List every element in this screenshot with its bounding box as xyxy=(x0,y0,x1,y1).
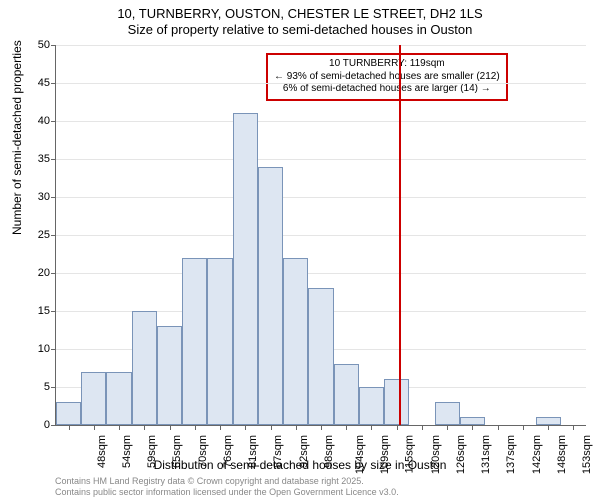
y-tick-mark xyxy=(51,121,56,122)
x-tick-mark xyxy=(296,425,297,430)
histogram-bar xyxy=(132,311,157,425)
footer-line2: Contains public sector information licen… xyxy=(55,487,399,497)
x-tick-mark xyxy=(371,425,372,430)
histogram-bar xyxy=(207,258,232,425)
x-tick-mark xyxy=(170,425,171,430)
y-tick-label: 0 xyxy=(44,419,50,431)
gridline xyxy=(56,121,586,122)
y-tick-mark xyxy=(51,387,56,388)
histogram-bar xyxy=(384,379,409,425)
x-tick-mark xyxy=(321,425,322,430)
marker-line xyxy=(399,45,401,425)
histogram-bar xyxy=(157,326,182,425)
gridline xyxy=(56,83,586,84)
y-tick-mark xyxy=(51,197,56,198)
y-tick-mark xyxy=(51,83,56,84)
y-tick-mark xyxy=(51,159,56,160)
histogram-bar xyxy=(359,387,384,425)
x-tick-mark xyxy=(472,425,473,430)
histogram-bar xyxy=(283,258,308,425)
y-tick-label: 25 xyxy=(38,229,50,241)
histogram-bar xyxy=(182,258,207,425)
histogram-bar xyxy=(536,417,561,425)
y-tick-label: 45 xyxy=(38,77,50,89)
y-tick-mark xyxy=(51,311,56,312)
y-tick-label: 20 xyxy=(38,267,50,279)
y-tick-label: 50 xyxy=(38,39,50,51)
annotation-box: 10 TURNBERRY: 119sqm ← 93% of semi-detac… xyxy=(266,53,508,101)
annotation-line3: 6% of semi-detached houses are larger (1… xyxy=(274,83,500,96)
x-tick-mark xyxy=(498,425,499,430)
y-tick-mark xyxy=(51,349,56,350)
y-axis-label: Number of semi-detached properties xyxy=(10,40,24,235)
x-tick-mark xyxy=(548,425,549,430)
chart-container: 10, TURNBERRY, OUSTON, CHESTER LE STREET… xyxy=(0,0,600,500)
x-axis-label: Distribution of semi-detached houses by … xyxy=(0,458,600,472)
x-tick-mark xyxy=(346,425,347,430)
histogram-bar xyxy=(334,364,359,425)
y-tick-label: 35 xyxy=(38,153,50,165)
histogram-bar xyxy=(308,288,333,425)
y-tick-mark xyxy=(51,273,56,274)
x-tick-mark xyxy=(220,425,221,430)
x-tick-mark xyxy=(119,425,120,430)
x-tick-mark xyxy=(397,425,398,430)
y-tick-label: 30 xyxy=(38,191,50,203)
x-tick-mark xyxy=(447,425,448,430)
x-tick-mark xyxy=(245,425,246,430)
histogram-bar xyxy=(435,402,460,425)
gridline xyxy=(56,273,586,274)
x-tick-mark xyxy=(271,425,272,430)
plot-area: 10 TURNBERRY: 119sqm ← 93% of semi-detac… xyxy=(55,45,586,426)
x-tick-mark xyxy=(195,425,196,430)
y-tick-mark xyxy=(51,45,56,46)
histogram-bar xyxy=(81,372,106,425)
histogram-bar xyxy=(106,372,131,425)
histogram-bar xyxy=(258,167,283,425)
footer-line1: Contains HM Land Registry data © Crown c… xyxy=(55,476,364,486)
y-tick-label: 5 xyxy=(44,381,50,393)
annotation-line2: ← 93% of semi-detached houses are smalle… xyxy=(274,71,500,84)
x-tick-mark xyxy=(523,425,524,430)
x-tick-mark xyxy=(144,425,145,430)
histogram-bar xyxy=(233,113,258,425)
chart-title-line1: 10, TURNBERRY, OUSTON, CHESTER LE STREET… xyxy=(0,6,600,21)
chart-title-line2: Size of property relative to semi-detach… xyxy=(0,22,600,37)
y-tick-label: 10 xyxy=(38,343,50,355)
histogram-bar xyxy=(460,417,485,425)
y-tick-label: 15 xyxy=(38,305,50,317)
x-tick-mark xyxy=(69,425,70,430)
y-tick-mark xyxy=(51,235,56,236)
annotation-line1: 10 TURNBERRY: 119sqm xyxy=(274,58,500,71)
x-tick-mark xyxy=(94,425,95,430)
x-tick-mark xyxy=(573,425,574,430)
gridline xyxy=(56,159,586,160)
gridline xyxy=(56,197,586,198)
gridline xyxy=(56,45,586,46)
gridline xyxy=(56,235,586,236)
x-tick-mark xyxy=(422,425,423,430)
y-tick-mark xyxy=(51,425,56,426)
histogram-bar xyxy=(56,402,81,425)
y-tick-label: 40 xyxy=(38,115,50,127)
